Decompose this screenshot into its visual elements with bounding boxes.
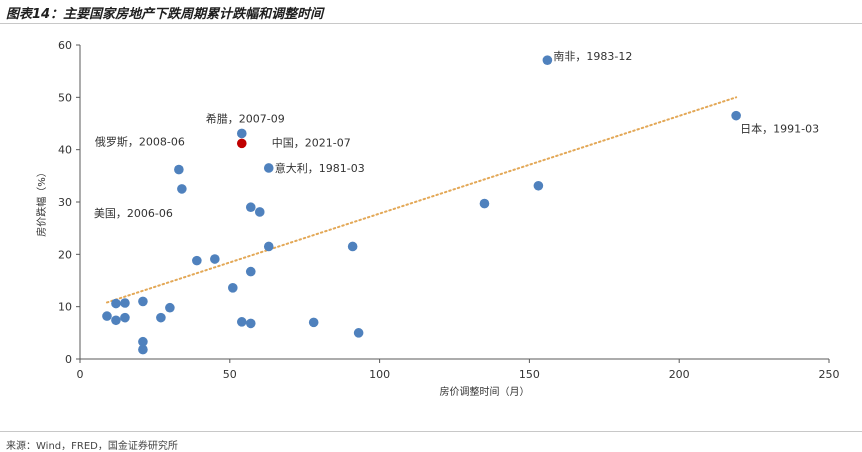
y-tick-label: 40 (58, 144, 72, 157)
data-point (156, 312, 166, 323)
y-tick-label: 0 (65, 353, 72, 366)
data-point (138, 336, 148, 347)
data-point (210, 254, 220, 264)
data-point (479, 198, 490, 209)
point-label: 日本，1991-03 (740, 122, 819, 136)
point-label: 美国，2006-06 (94, 207, 173, 220)
scatter-chart: 0 10 20 30 40 50 60 0 50 100 150 200 250 房价调整时间（月） 房价跌… (35, 39, 840, 398)
data-point (102, 311, 112, 321)
highlight-point (236, 138, 247, 149)
point-label: 南非，1983-12 (553, 50, 632, 63)
data-point (120, 298, 130, 308)
source-note: 来源：Wind，FRED，国金证券研究所 (6, 441, 178, 452)
data-point (165, 302, 175, 313)
x-tick-label: 150 (519, 368, 540, 381)
data-point (174, 164, 184, 175)
point-label: 希腊，2007-09 (206, 111, 285, 125)
data-point (263, 241, 274, 252)
data-point (245, 318, 256, 329)
x-axis-title: 房价调整时间（月） (440, 385, 530, 398)
data-point (347, 241, 358, 252)
header: 图表14：主要国家房地产下跌周期累计跌幅和调整时间 (0, 0, 862, 24)
y-tick-label: 20 (58, 248, 72, 261)
data-point (111, 315, 121, 326)
data-point (533, 180, 544, 191)
data-point (542, 55, 553, 65)
data-point (177, 184, 187, 194)
y-tick-label: 60 (58, 39, 72, 52)
point-label: 意大利，1981-03 (275, 161, 365, 175)
y-tick-label: 50 (58, 91, 72, 104)
data-point (138, 296, 148, 307)
data-point (263, 163, 274, 173)
data-point (111, 298, 121, 309)
data-point (192, 255, 202, 266)
x-tick-label: 0 (77, 368, 84, 381)
trendline (105, 96, 738, 304)
data-point (245, 266, 256, 277)
data-point (227, 283, 238, 293)
point-label: 中国，2021-07 (272, 136, 351, 149)
x-tick-label: 200 (669, 368, 690, 381)
data-point (138, 344, 148, 355)
data-point (236, 317, 247, 327)
data-point (236, 128, 247, 139)
y-tick-label: 10 (58, 301, 72, 314)
figure-title: 图表14：主要国家房地产下跌周期累计跌幅和调整时间 (6, 7, 324, 22)
data-point (308, 317, 319, 328)
y-tick-label: 30 (58, 196, 72, 209)
point-label: 俄罗斯，2008-06 (95, 136, 185, 149)
x-tick-label: 250 (819, 368, 840, 381)
data-point (245, 202, 256, 213)
x-tick-label: 50 (223, 368, 237, 381)
data-point (353, 328, 364, 338)
footer-divider (0, 431, 862, 432)
data-point (254, 207, 265, 217)
data-point (731, 110, 741, 121)
y-axis-title: 房价跌幅（%） (35, 167, 48, 237)
x-tick-label: 100 (369, 368, 390, 381)
data-point (120, 312, 130, 323)
